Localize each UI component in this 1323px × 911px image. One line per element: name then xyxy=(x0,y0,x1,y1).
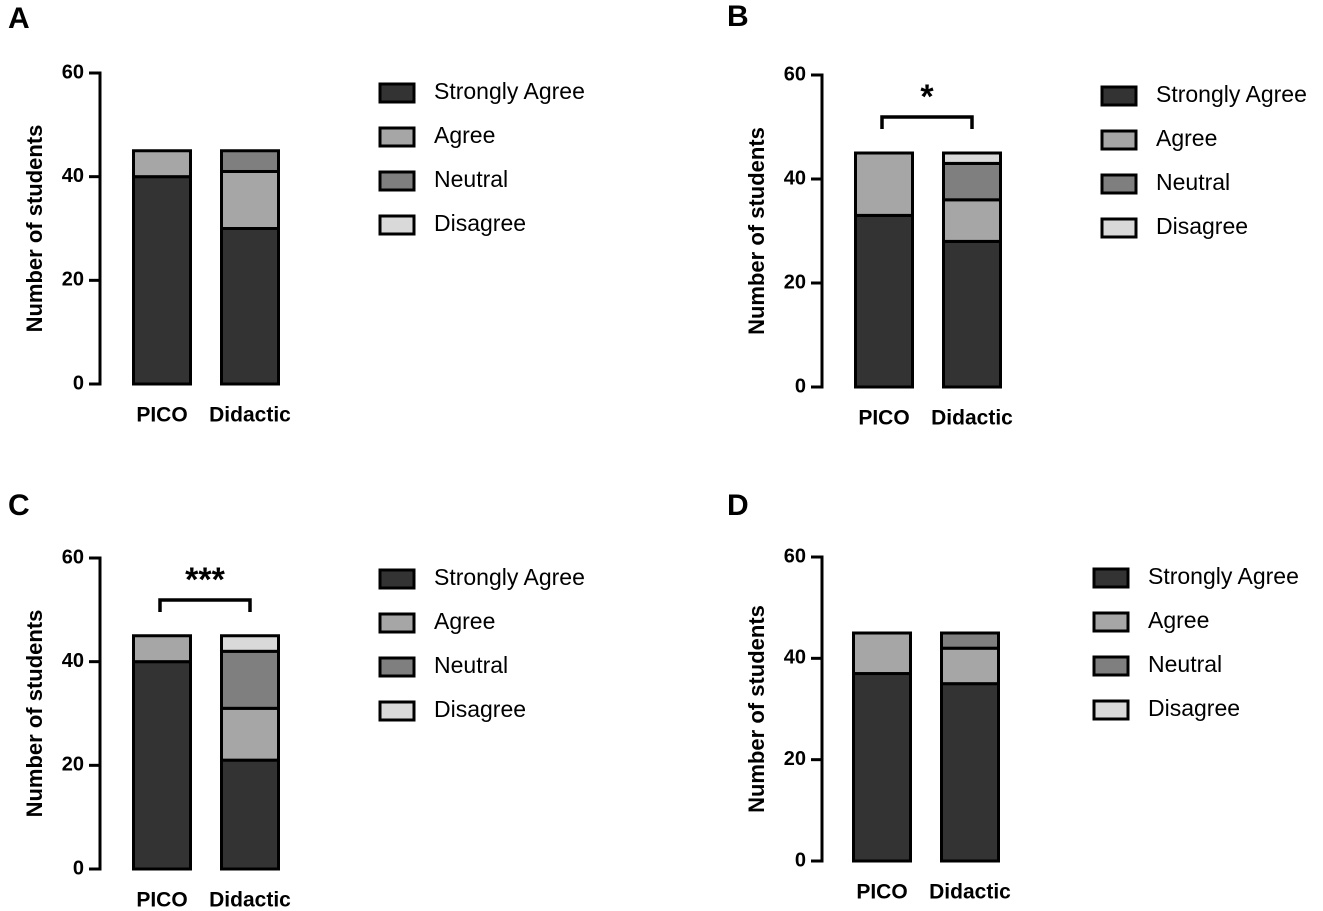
legend-label: Disagree xyxy=(1156,213,1248,239)
bar-segment xyxy=(942,161,1002,202)
bar-segment xyxy=(220,706,280,762)
legend-label: Strongly Agree xyxy=(434,564,585,590)
legend-label: Neutral xyxy=(434,652,508,678)
panel-label: A xyxy=(8,2,30,35)
y-tick-label: 60 xyxy=(62,61,84,83)
bar-segment xyxy=(220,758,280,871)
bar-segment xyxy=(132,634,192,664)
panel: A Number of students 0 20 40 60 PICO Didactic St… xyxy=(8,2,585,427)
legend-label: Agree xyxy=(1148,607,1209,633)
legend-swatch xyxy=(1100,217,1138,239)
bar-segment xyxy=(220,227,280,386)
legend-swatch xyxy=(378,82,416,104)
y-axis-label: Number of students xyxy=(744,127,769,335)
panel: B Number of students 0 20 40 60 PICO Didactic St… xyxy=(727,0,1307,430)
legend-swatch xyxy=(1092,611,1130,633)
legend-swatch xyxy=(1092,699,1130,721)
bar-segment xyxy=(942,198,1002,243)
bar-segment xyxy=(854,151,914,217)
legend-label: Disagree xyxy=(1148,695,1240,721)
legend-swatch xyxy=(378,126,416,148)
legend-label: Disagree xyxy=(434,696,526,722)
legend-swatch xyxy=(1092,567,1130,589)
panel-label: D xyxy=(727,489,749,522)
y-tick-label: 0 xyxy=(795,849,806,871)
legend-swatch xyxy=(378,612,416,634)
legend-swatch xyxy=(378,568,416,590)
y-tick-label: 20 xyxy=(62,754,84,776)
legend-swatch xyxy=(1100,173,1138,195)
y-axis-label: Number of students xyxy=(22,125,47,333)
legend-swatch xyxy=(1100,129,1138,151)
legend-label: Agree xyxy=(1156,125,1217,151)
legend-label: Strongly Agree xyxy=(1148,563,1299,589)
bar-segment xyxy=(940,646,1000,686)
bar-segment xyxy=(854,213,914,389)
legend-swatch xyxy=(1100,85,1138,107)
x-tick-label: PICO xyxy=(856,881,907,904)
bar-segment xyxy=(220,634,280,653)
legend-swatch xyxy=(1092,655,1130,677)
legend-swatch xyxy=(378,214,416,236)
x-tick-label: Didactic xyxy=(209,889,291,911)
y-tick-label: 20 xyxy=(784,271,806,293)
y-tick-label: 60 xyxy=(784,63,806,85)
bar-segment xyxy=(852,631,912,676)
x-tick-label: Didactic xyxy=(209,404,291,427)
y-tick-label: 40 xyxy=(784,167,806,189)
y-tick-label: 0 xyxy=(73,857,84,879)
bar-segment xyxy=(132,149,192,179)
significance-label: * xyxy=(920,78,934,116)
legend-label: Disagree xyxy=(434,210,526,236)
x-tick-label: Didactic xyxy=(931,407,1013,430)
y-tick-label: 20 xyxy=(784,748,806,770)
panel-label: B xyxy=(727,0,749,33)
significance-bracket xyxy=(880,115,974,129)
x-tick-label: PICO xyxy=(136,404,187,427)
y-tick-label: 40 xyxy=(62,650,84,672)
bar-segment xyxy=(940,631,1000,650)
bar-segment xyxy=(220,649,280,710)
x-tick-label: Didactic xyxy=(929,881,1011,904)
legend-label: Agree xyxy=(434,122,495,148)
bar-segment xyxy=(220,169,280,231)
bar-segment xyxy=(942,239,1002,389)
bar-segment xyxy=(852,672,912,863)
y-tick-label: 20 xyxy=(62,269,84,291)
legend-swatch xyxy=(378,700,416,722)
y-tick-label: 60 xyxy=(784,545,806,567)
legend-swatch xyxy=(378,656,416,678)
legend-label: Neutral xyxy=(434,166,508,192)
bar-segment xyxy=(220,149,280,173)
y-axis-label: Number of students xyxy=(744,605,769,813)
significance-bracket xyxy=(158,598,252,612)
y-tick-label: 0 xyxy=(73,372,84,394)
legend-swatch xyxy=(378,170,416,192)
panel: D Number of students 0 20 40 60 PICO Didactic St… xyxy=(727,489,1299,904)
x-tick-label: PICO xyxy=(858,407,909,430)
legend-label: Strongly Agree xyxy=(434,78,585,104)
bar-segment xyxy=(132,175,192,386)
y-tick-label: 40 xyxy=(784,647,806,669)
y-tick-label: 0 xyxy=(795,375,806,397)
bar-segment xyxy=(940,682,1000,863)
legend-label: Strongly Agree xyxy=(1156,81,1307,107)
y-axis-label: Number of students xyxy=(22,610,47,818)
significance-label: *** xyxy=(185,561,225,599)
panel-label: C xyxy=(8,489,30,522)
bar-segment xyxy=(942,151,1002,165)
bar-segment xyxy=(132,660,192,871)
x-tick-label: PICO xyxy=(136,889,187,911)
panel: C Number of students 0 20 40 60 PICO Didactic St… xyxy=(8,489,585,911)
y-tick-label: 40 xyxy=(62,165,84,187)
legend-label: Neutral xyxy=(1148,651,1222,677)
y-tick-label: 60 xyxy=(62,546,84,568)
legend-label: Neutral xyxy=(1156,169,1230,195)
legend-label: Agree xyxy=(434,608,495,634)
